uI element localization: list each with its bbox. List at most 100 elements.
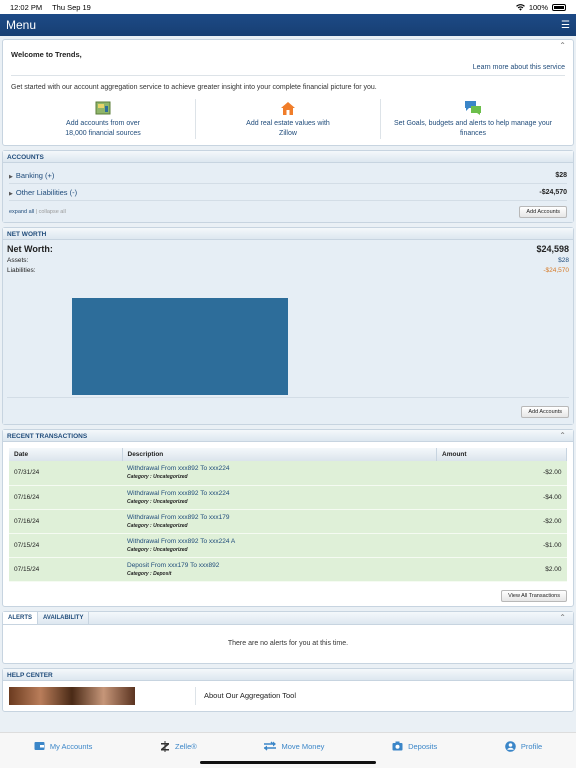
hamburger-menu-icon[interactable]: ☰ <box>561 19 570 31</box>
view-all-transactions-button[interactable]: View All Transactions <box>501 589 567 602</box>
account-label[interactable]: Banking (+) <box>15 170 55 180</box>
tx-description-cell: Withdrawal From xxx892 To xxx179 Category… <box>122 509 437 534</box>
battery-percent: 100% <box>528 2 548 12</box>
battery-icon <box>552 3 566 11</box>
tx-description[interactable]: Withdrawal From xxx892 To xxx179 <box>127 513 230 521</box>
nav-label: Zelle® <box>175 742 197 751</box>
add-accounts-button[interactable]: Add Accounts <box>519 206 567 218</box>
collapse-welcome-icon[interactable]: ⌃ <box>559 41 566 50</box>
account-name[interactable]: ▶ Other Liabilities (-) <box>9 188 77 197</box>
tx-category: Category : Uncategorized <box>127 498 188 505</box>
nav-label: Deposits <box>408 741 438 751</box>
tx-description[interactable]: Withdrawal From xxx892 To xxx224 <box>127 489 230 497</box>
table-row[interactable]: 07/31/24 Withdrawal From xxx892 To xxx22… <box>9 461 567 486</box>
accounts-body: ▶ Banking (+) $28 ▶ Other Liabilities (-) … <box>3 163 573 222</box>
house-icon <box>206 99 370 117</box>
wallet-icon <box>34 742 45 750</box>
tx-date: 07/16/24 <box>9 509 122 534</box>
assets-row: Assets: $28 <box>7 257 569 264</box>
tab-availability[interactable]: AVAILABILITY <box>38 611 90 624</box>
status-right: 100% <box>515 2 566 12</box>
net-worth-total: $24,598 <box>536 244 569 254</box>
tx-date: 07/15/24 <box>9 557 122 582</box>
expand-collapse-links: expand all | collapse all <box>9 209 66 215</box>
nav-deposits[interactable]: Deposits <box>392 741 437 751</box>
learn-more-link[interactable]: Learn more about this service <box>472 64 565 71</box>
help-item-title[interactable]: About Our Aggregation Tool <box>195 686 296 705</box>
bottom-tab-bar: My Accounts Zelle® Move Money Deposits P… <box>0 732 576 768</box>
account-row-banking[interactable]: ▶ Banking (+) $28 <box>9 167 567 184</box>
feature-add-accounts[interactable]: Add accounts from over 18,000 financial … <box>11 99 196 139</box>
tx-description-cell: Withdrawal From xxx892 To xxx224 Category… <box>122 485 437 510</box>
feature-line2: finances <box>459 130 487 137</box>
tx-description[interactable]: Deposit From xxx179 To xxx892 <box>127 561 220 569</box>
welcome-title: Welcome to Trends, <box>11 50 82 59</box>
tx-category: Category : Uncategorized <box>127 474 188 481</box>
tx-amount: -$2.00 <box>436 509 567 534</box>
nav-label: Move Money <box>281 741 325 751</box>
divider <box>11 75 565 76</box>
zelle-icon <box>161 741 170 752</box>
status-left: 12:02 PM Thu Sep 19 <box>10 3 99 12</box>
tx-description[interactable]: Withdrawal From xxx892 To xxx224 <box>127 465 230 473</box>
status-time: 12:02 PM <box>10 2 43 12</box>
help-center-card: HELP CENTER About Our Aggregation Tool <box>2 667 574 712</box>
account-row-liabilities[interactable]: ▶ Other Liabilities (-) -$24,570 <box>9 184 567 201</box>
welcome-card: ⌃ Welcome to Trends, Learn more about th… <box>2 39 574 146</box>
welcome-intro: Get started with our account aggregation… <box>11 84 377 91</box>
nav-label: Profile <box>520 742 543 751</box>
column-description[interactable]: Description <box>122 448 437 461</box>
net-worth-header: NET WORTH <box>3 228 573 240</box>
tx-date: 07/31/24 <box>9 461 122 486</box>
table-row[interactable]: 07/15/24 Withdrawal From xxx892 To xxx22… <box>9 533 567 558</box>
add-accounts-button[interactable]: Add Accounts <box>521 406 569 418</box>
feature-zillow[interactable]: Add real estate values with Zillow <box>196 99 381 139</box>
alerts-card: ALERTS AVAILABILITY ⌃ There are no alert… <box>2 610 574 664</box>
expand-all-link[interactable]: expand all <box>9 209 35 215</box>
tx-description-cell: Deposit From xxx179 To xxx892 Category : … <box>122 557 437 582</box>
nav-zelle[interactable]: Zelle® <box>160 741 197 752</box>
tx-date: 07/15/24 <box>9 533 122 558</box>
net-worth-label: Net Worth: <box>7 244 53 254</box>
net-worth-footer: Add Accounts <box>7 397 569 418</box>
collapse-transactions-icon[interactable]: ⌃ <box>559 431 566 440</box>
table-row[interactable]: 07/15/24 Deposit From xxx179 To xxx892 Ca… <box>9 557 567 582</box>
liabilities-label: Liabilities: <box>7 267 36 274</box>
collapse-all-link[interactable]: collapse all <box>38 209 66 215</box>
liabilities-row: Liabilities: -$24,570 <box>7 267 569 274</box>
feature-goals[interactable]: Set Goals, budgets and alerts to help ma… <box>381 99 565 139</box>
transactions-footer: View All Transactions <box>9 582 567 602</box>
feature-list: Add accounts from over 18,000 financial … <box>11 99 565 139</box>
camera-icon <box>392 741 403 751</box>
table-row[interactable]: 07/16/24 Withdrawal From xxx892 To xxx17… <box>9 509 567 534</box>
tx-description-cell: Withdrawal From xxx892 To xxx224 Category… <box>122 461 437 486</box>
tx-description-cell: Withdrawal From xxx892 To xxx224 A Catego… <box>122 533 437 558</box>
net-worth-body: Net Worth: $24,598 Assets: $28 Liabiliti… <box>3 240 573 424</box>
transactions-table: Date Description Amount 07/31/24 Withdra… <box>9 448 567 582</box>
nav-profile[interactable]: Profile <box>505 741 542 752</box>
dashboard-content[interactable]: ⌃ Welcome to Trends, Learn more about th… <box>0 36 576 732</box>
column-amount[interactable]: Amount <box>436 448 567 461</box>
nav-my-accounts[interactable]: My Accounts <box>34 741 92 751</box>
feature-line1: Add accounts from over <box>66 120 140 127</box>
account-label[interactable]: Other Liabilities (-) <box>15 187 78 197</box>
account-name[interactable]: ▶ Banking (+) <box>9 171 54 180</box>
accounts-footer: expand all | collapse all Add Accounts <box>9 201 567 218</box>
status-bar: 12:02 PM Thu Sep 19 100% <box>0 0 576 14</box>
net-worth-bar <box>72 298 288 395</box>
help-image[interactable] <box>9 686 135 705</box>
expand-triangle-icon[interactable]: ▶ <box>9 190 13 197</box>
expand-triangle-icon[interactable]: ▶ <box>9 173 13 180</box>
menu-title[interactable]: Menu <box>6 18 37 32</box>
tx-description[interactable]: Withdrawal From xxx892 To xxx224 A <box>127 537 236 545</box>
table-row[interactable]: 07/16/24 Withdrawal From xxx892 To xxx22… <box>9 485 567 510</box>
column-date[interactable]: Date <box>9 448 123 461</box>
nav-move-money[interactable]: Move Money <box>264 741 324 751</box>
profile-icon <box>505 741 516 752</box>
collapse-alerts-icon[interactable]: ⌃ <box>559 612 566 622</box>
accounts-header: ACCOUNTS <box>3 151 573 163</box>
net-worth-card: NET WORTH Net Worth: $24,598 Assets: $28… <box>2 227 574 425</box>
feature-line1: Set Goals, budgets and alerts to help ma… <box>394 120 552 127</box>
tab-alerts[interactable]: ALERTS <box>3 611 38 624</box>
add-accounts-icon <box>21 99 185 117</box>
